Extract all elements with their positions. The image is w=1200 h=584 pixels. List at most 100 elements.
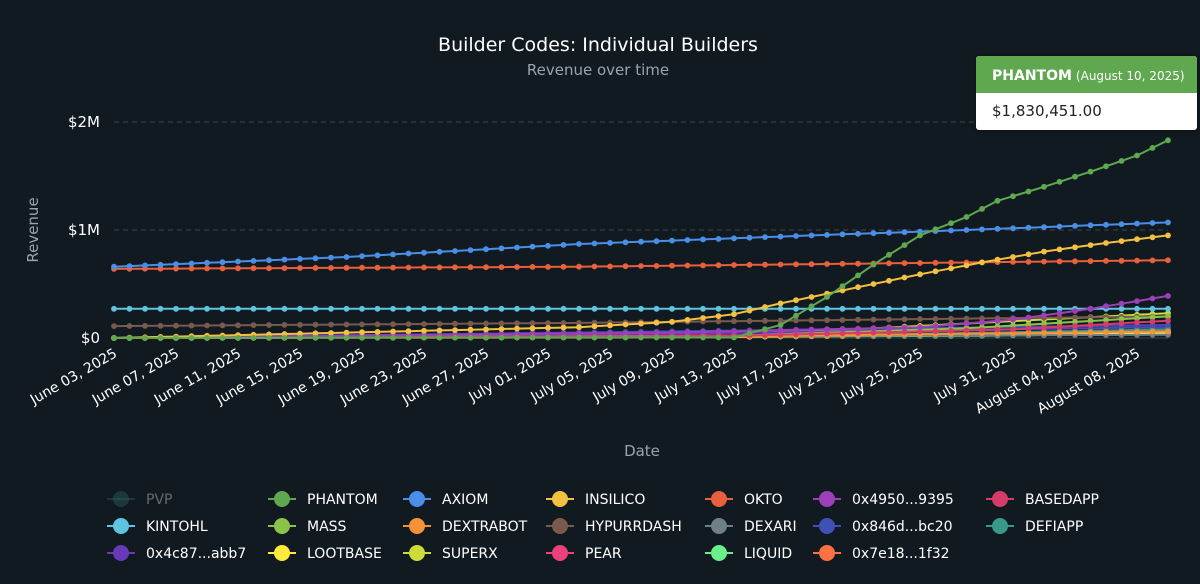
data-point: [405, 305, 412, 312]
data-point: [1149, 328, 1156, 335]
series-kintohl: [111, 305, 1171, 312]
data-point: [917, 324, 923, 331]
data-point: [483, 334, 489, 341]
data-point: [715, 236, 722, 242]
legend-item[interactable]: 0x4c87...abb7: [107, 545, 246, 562]
legend-item[interactable]: 0x846d...bc20: [813, 518, 953, 535]
x-tick-label: August 04, 2025: [973, 346, 1081, 418]
legend-item[interactable]: SUPERX: [403, 545, 498, 562]
data-point: [219, 322, 226, 329]
y-tick-label: $1M: [68, 221, 100, 239]
data-point: [684, 237, 691, 243]
legend-item[interactable]: LIQUID: [705, 545, 792, 562]
data-point: [374, 321, 381, 328]
legend-marker: [819, 518, 835, 534]
data-point: [157, 305, 164, 312]
legend-item[interactable]: MASS: [268, 518, 347, 535]
data-point: [700, 334, 706, 341]
data-point: [219, 335, 226, 341]
legend-item[interactable]: PVP: [107, 491, 172, 508]
legend-item[interactable]: 0x4950...9395: [813, 491, 954, 508]
data-point: [576, 330, 582, 337]
legend-item[interactable]: KINTOHL: [107, 518, 208, 535]
data-point: [328, 265, 334, 271]
data-point: [1149, 145, 1156, 151]
legend-item[interactable]: OKTO: [705, 491, 783, 508]
series-phantom: [111, 137, 1171, 341]
data-point: [638, 334, 644, 341]
legend-label: HYPURRDASH: [585, 519, 682, 535]
data-point: [839, 287, 846, 294]
data-point: [452, 248, 458, 254]
legend-label: LOOTBASE: [307, 546, 382, 562]
x-axis-title: Date: [624, 442, 660, 460]
data-point: [901, 260, 908, 266]
data-point: [948, 227, 954, 234]
data-point: [607, 322, 613, 329]
data-point: [839, 231, 846, 238]
legend-item[interactable]: AXIOM: [403, 491, 488, 508]
y-tick-label: $2M: [68, 113, 100, 131]
data-point: [576, 305, 582, 312]
legend-label: SUPERX: [442, 546, 498, 562]
data-point: [359, 329, 365, 336]
data-point: [870, 329, 877, 336]
data-point: [839, 305, 846, 312]
data-point: [188, 260, 195, 267]
data-point: [591, 263, 598, 270]
data-point: [173, 261, 179, 267]
data-point: [638, 320, 644, 327]
data-point: [421, 321, 427, 327]
legend-item[interactable]: INSILICO: [546, 491, 645, 508]
legend-item[interactable]: 0x7e18...1f32: [813, 545, 950, 562]
data-point: [576, 263, 582, 270]
data-point: [1072, 258, 1078, 265]
data-point: [576, 241, 582, 247]
legend-item[interactable]: DEXTRABOT: [403, 518, 528, 535]
legend-item[interactable]: HYPURRDASH: [546, 518, 682, 535]
legend-item[interactable]: DEXARI: [705, 518, 797, 535]
data-point: [467, 334, 474, 341]
data-point: [359, 305, 365, 312]
legend-item[interactable]: BASEDAPP: [986, 491, 1099, 508]
data-point: [250, 265, 257, 272]
data-point: [560, 334, 567, 341]
data-point: [219, 305, 226, 312]
data-point: [808, 317, 815, 324]
data-point: [343, 305, 350, 312]
legend-marker: [274, 545, 290, 561]
data-point: [653, 329, 660, 336]
data-point: [359, 334, 365, 341]
data-point: [235, 305, 241, 312]
data-point: [777, 322, 784, 328]
legend-label: 0x4c87...abb7: [146, 546, 246, 562]
data-point: [979, 319, 985, 326]
legend-item[interactable]: LOOTBASE: [268, 545, 382, 562]
data-point: [622, 263, 629, 270]
legend-item[interactable]: PHANTOM: [268, 491, 378, 508]
data-point: [266, 322, 272, 328]
legend-marker: [409, 518, 425, 534]
data-point: [235, 265, 241, 272]
series-lines: [111, 137, 1171, 341]
data-point: [932, 268, 939, 275]
data-point: [405, 264, 412, 271]
data-point: [948, 305, 954, 312]
data-point: [1165, 313, 1171, 320]
data-point: [1010, 305, 1016, 312]
legend-marker: [992, 518, 1008, 534]
data-point: [1118, 300, 1125, 307]
data-point: [374, 264, 381, 271]
data-point: [1149, 257, 1156, 264]
data-point: [1134, 220, 1140, 227]
legend-item[interactable]: PEAR: [546, 545, 622, 562]
data-point: [514, 305, 520, 312]
legend-label: LIQUID: [744, 546, 792, 562]
data-point: [1056, 246, 1063, 253]
legend-marker: [992, 491, 1008, 507]
data-point: [994, 305, 1001, 312]
data-point: [529, 305, 536, 312]
data-point: [281, 305, 288, 312]
data-point: [514, 320, 520, 327]
legend-item[interactable]: DEFIAPP: [986, 518, 1083, 535]
